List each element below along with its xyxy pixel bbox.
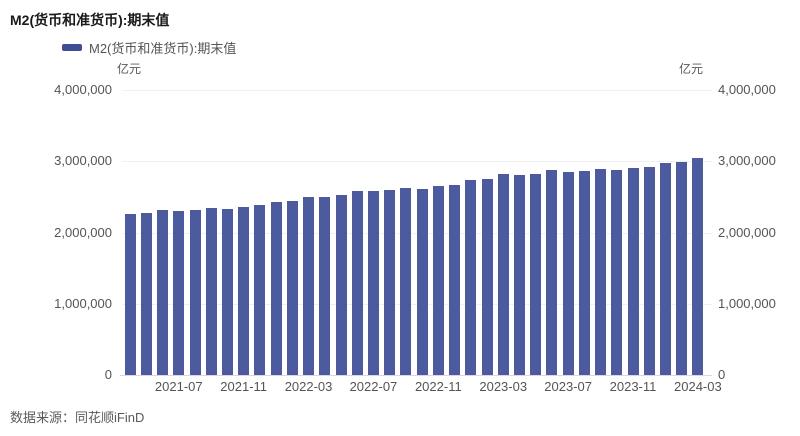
bar-2022-09 [400, 187, 412, 375]
bar-2024-01 [659, 162, 671, 375]
bar-2023-02 [481, 178, 493, 375]
legend-item-m2[interactable]: M2(货币和准货币):期末值 [62, 38, 236, 57]
bar-2023-09 [595, 168, 607, 375]
bar-2023-05 [530, 174, 542, 375]
y-axis-unit-right: 亿元 [679, 62, 704, 76]
y-axis-tick-label-left: 4,000,000 [54, 82, 112, 97]
bar-2022-02 [286, 201, 298, 375]
bar-2021-07 [173, 210, 185, 375]
bar-2021-06 [157, 209, 169, 375]
x-axis-tick-label: 2023-11 [609, 379, 657, 394]
bar-2021-10 [221, 208, 233, 375]
x-axis-tick-label: 2022-07 [349, 379, 398, 394]
data-source-label: 数据来源：同花顺iFinD [10, 410, 145, 425]
bar-2022-12 [449, 185, 461, 375]
y-axis-tick-label-right: 4,000,000 [718, 82, 776, 97]
y-axis-tick-label-left: 0 [104, 367, 112, 382]
legend-swatch-icon [62, 44, 82, 51]
bar-2023-11 [627, 167, 639, 375]
bar-2023-12 [643, 166, 655, 375]
bar-2023-01 [465, 179, 477, 375]
bar-2024-02 [676, 161, 688, 375]
bar-2022-06 [351, 191, 363, 375]
bar-2021-09 [205, 208, 217, 375]
y-axis-tick-label-left: 2,000,000 [54, 224, 112, 240]
chart-title: M2(货币和准货币):期末值 [10, 12, 170, 28]
x-axis-tick-label: 2021-11 [220, 379, 268, 394]
x-axis-tick-label: 2021-07 [154, 379, 203, 394]
y-axis-tick-label-right: 0 [718, 367, 726, 382]
x-axis-tick-label: 2023-07 [544, 379, 592, 394]
bar-2023-08 [578, 170, 590, 375]
gridline [122, 161, 712, 163]
bar-2022-01 [270, 201, 282, 375]
x-axis-tick-label: 2024-03 [674, 379, 722, 394]
bar-2022-03 [303, 197, 315, 375]
bar-2021-05 [140, 212, 152, 375]
bar-2022-07 [367, 191, 379, 375]
legend-label: M2(货币和准货币):期末值 [89, 41, 237, 56]
bar-2023-04 [513, 174, 525, 375]
y-axis-tick-label-right: 1,000,000 [718, 295, 776, 311]
bar-2023-03 [497, 174, 509, 375]
bar-2023-06 [546, 170, 558, 375]
bar-2022-05 [335, 194, 347, 375]
bar-2021-08 [189, 210, 201, 375]
bar-2022-10 [416, 188, 428, 375]
y-axis-tick-label-right: 3,000,000 [718, 153, 776, 169]
x-axis-line [120, 375, 712, 376]
y-axis-tick-label-left: 3,000,000 [54, 153, 112, 169]
y-axis-unit-left: 亿元 [117, 62, 142, 76]
bar-2024-03 [692, 157, 704, 375]
bar-2021-12 [254, 205, 266, 375]
x-axis-tick-label: 2022-11 [414, 379, 462, 394]
x-axis-tick-label: 2022-03 [284, 379, 333, 394]
bar-2022-04 [319, 196, 331, 375]
y-axis-tick-label-right: 2,000,000 [718, 224, 776, 240]
x-axis-tick-label: 2023-03 [479, 379, 528, 394]
bar-2021-04 [124, 213, 136, 375]
bar-2021-11 [238, 207, 250, 375]
bar-2023-10 [611, 169, 623, 375]
bar-2022-08 [384, 190, 396, 375]
y-axis-tick-label-left: 1,000,000 [54, 295, 112, 311]
gridline [122, 90, 712, 91]
bar-2023-07 [562, 171, 574, 375]
bar-2022-11 [432, 186, 444, 375]
